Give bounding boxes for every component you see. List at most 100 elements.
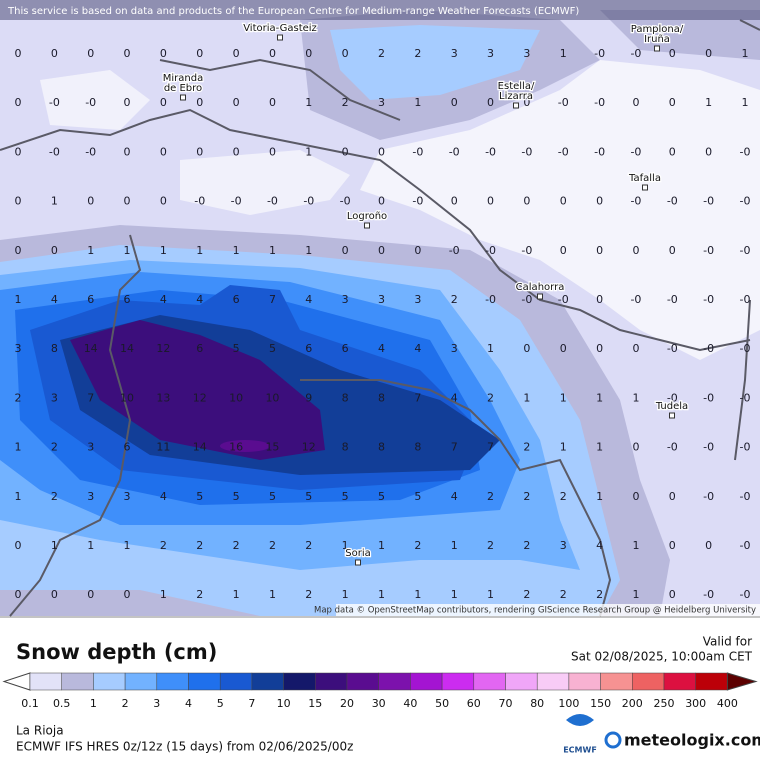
attribution: Map data © OpenStreetMap contributors, r… [314, 606, 756, 616]
grid-value: -0 [667, 391, 678, 404]
grid-value: 2 [305, 539, 312, 552]
grid-value: 11 [156, 441, 170, 454]
legend-swatch [505, 672, 538, 691]
grid-value: 4 [160, 293, 167, 306]
legend-swatch [441, 672, 475, 691]
grid-value: 3 [523, 47, 530, 60]
legend-swatch [663, 672, 696, 691]
grid-value: 1 [160, 244, 167, 257]
attribution-bg [336, 604, 760, 616]
grid-value: 2 [196, 539, 203, 552]
grid-value: 0 [15, 539, 22, 552]
grid-value: 1 [51, 195, 58, 208]
grid-value: 8 [414, 441, 421, 454]
grid-value: 5 [196, 490, 203, 503]
grid-value: 4 [451, 490, 458, 503]
grid-value: 0 [233, 47, 240, 60]
grid-value: 1 [87, 539, 94, 552]
grid-value: 0 [269, 96, 276, 109]
grid-value: -0 [740, 244, 751, 257]
grid-value: 6 [196, 342, 203, 355]
grid-value: 14 [120, 342, 134, 355]
grid-value: 1 [269, 244, 276, 257]
grid-value: -0 [667, 195, 678, 208]
grid-value: 1 [742, 96, 749, 109]
grid-value: 1 [51, 539, 58, 552]
grid-value: 4 [596, 539, 603, 552]
legend-swatch [124, 672, 158, 691]
city-label: Pamplona/ [631, 24, 684, 35]
legend-label: 80 [530, 697, 544, 710]
grid-value: 3 [560, 539, 567, 552]
legend-swatch [600, 672, 633, 691]
grid-value: 0 [305, 47, 312, 60]
city-dot [355, 559, 361, 566]
legend-label: 10 [277, 697, 291, 710]
grid-value: 6 [124, 293, 131, 306]
grid-value: -0 [703, 490, 714, 503]
legend-swatch [695, 672, 728, 691]
legend-label: 0.1 [21, 697, 39, 710]
city-label: Lizarra [499, 91, 533, 102]
grid-value: 0 [160, 195, 167, 208]
grid-value: 0 [669, 539, 676, 552]
grid-value: 0 [378, 195, 385, 208]
grid-value: 3 [15, 342, 22, 355]
legend-label: 1 [90, 697, 97, 710]
city-dot [364, 222, 370, 229]
grid-value: 0 [269, 47, 276, 60]
grid-value: 0 [705, 539, 712, 552]
grid-value: 3 [414, 293, 421, 306]
grid-value: 7 [414, 391, 421, 404]
grid-value: 1 [233, 244, 240, 257]
grid-value: -0 [740, 539, 751, 552]
grid-value: 1 [378, 588, 385, 601]
grid-value: 3 [451, 47, 458, 60]
legend-label: 70 [499, 697, 513, 710]
grid-value: -0 [703, 391, 714, 404]
grid-value: 0 [487, 96, 494, 109]
legend-swatch [410, 672, 443, 691]
grid-value: 0 [669, 96, 676, 109]
grid-value: 1 [596, 490, 603, 503]
legend-arrow-low [2, 672, 31, 691]
grid-value: 3 [51, 391, 58, 404]
grid-value: -0 [267, 195, 278, 208]
grid-value: 0 [233, 145, 240, 158]
grid-value: 0 [15, 588, 22, 601]
city-dot [180, 94, 186, 101]
legend-label: 30 [372, 697, 386, 710]
grid-value: 1 [560, 47, 567, 60]
grid-value: -0 [667, 293, 678, 306]
city-dot [642, 184, 648, 191]
grid-value: -0 [521, 145, 532, 158]
grid-value: 5 [414, 490, 421, 503]
grid-value: 8 [51, 342, 58, 355]
legend-swatch [188, 672, 221, 691]
grid-value: 0 [51, 47, 58, 60]
grid-value: 6 [305, 342, 312, 355]
grid-value: 5 [305, 490, 312, 503]
grid-value: 2 [378, 47, 385, 60]
grid-value: 6 [87, 293, 94, 306]
grid-value: 1 [269, 588, 276, 601]
grid-value: 0 [669, 490, 676, 503]
grid-value: 2 [342, 96, 349, 109]
grid-value: 1 [15, 490, 22, 503]
city-dot [277, 34, 283, 41]
grid-value: -0 [521, 293, 532, 306]
grid-value: 0 [632, 244, 639, 257]
grid-value: 2 [233, 539, 240, 552]
grid-value: 1 [560, 391, 567, 404]
legend-arrow-high [726, 672, 758, 691]
grid-value: 5 [269, 342, 276, 355]
legend-swatch [632, 672, 665, 691]
grid-value: -0 [740, 490, 751, 503]
legend-label: 15 [308, 697, 322, 710]
grid-value: 2 [451, 293, 458, 306]
grid-value: 16 [229, 441, 243, 454]
grid-value: 3 [487, 47, 494, 60]
legend-label: 7 [248, 697, 255, 710]
grid-value: -0 [303, 195, 314, 208]
grid-value: 1 [15, 293, 22, 306]
